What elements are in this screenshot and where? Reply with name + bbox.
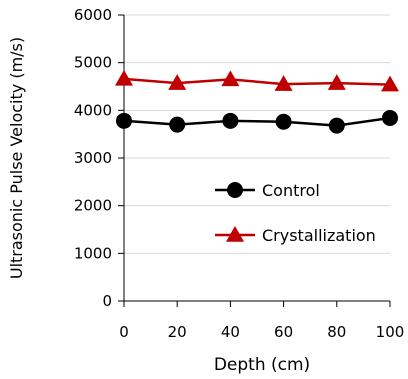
x-tick-label: 80 xyxy=(327,323,346,341)
legend: Control Crystallization xyxy=(215,181,376,245)
legend-marker xyxy=(227,182,243,198)
legend-label: Crystallization xyxy=(262,226,376,245)
x-tick-labels: 0 20 40 60 80 100 xyxy=(119,323,404,341)
y-tick-label: 6000 xyxy=(74,6,112,24)
x-tick-label: 100 xyxy=(376,323,405,341)
legend-label: Control xyxy=(262,181,320,200)
legend-item-crystallization: Crystallization xyxy=(215,226,376,245)
legend-marker xyxy=(226,226,244,242)
y-tick-label: 2000 xyxy=(74,197,112,215)
series-crystallization xyxy=(115,69,399,92)
series-control xyxy=(116,109,398,134)
y-tick-label: 5000 xyxy=(74,54,112,72)
data-point xyxy=(116,112,132,129)
data-point xyxy=(221,70,240,87)
data-point xyxy=(222,112,239,129)
x-axis-label: Depth (cm) xyxy=(214,355,310,375)
y-tick-label: 1000 xyxy=(74,244,112,262)
x-tick-label: 20 xyxy=(168,323,187,341)
data-point xyxy=(168,74,187,90)
data-point xyxy=(382,109,398,126)
series-line xyxy=(123,77,391,86)
data-point xyxy=(381,75,399,92)
data-point xyxy=(275,113,292,130)
series-layer xyxy=(115,69,399,134)
grid-lines xyxy=(124,14,390,254)
data-point xyxy=(327,74,346,90)
x-tick-label: 40 xyxy=(221,323,240,341)
y-axis-label: Ultrasonic Pulse Velocity (m/s) xyxy=(7,37,26,279)
x-tick-label: 60 xyxy=(274,323,293,341)
data-point xyxy=(328,117,345,134)
y-tick-labels: 0 1000 2000 3000 4000 5000 6000 xyxy=(74,6,112,310)
data-point xyxy=(115,69,133,86)
data-point xyxy=(274,75,293,91)
data-point xyxy=(169,116,186,133)
y-tick-label: 3000 xyxy=(74,149,112,167)
axes xyxy=(118,14,391,307)
series-line xyxy=(123,116,391,127)
x-tick-label: 0 xyxy=(119,323,129,341)
y-tick-label: 0 xyxy=(102,292,112,310)
y-tick-label: 4000 xyxy=(74,101,112,119)
legend-item-control: Control xyxy=(215,181,320,200)
